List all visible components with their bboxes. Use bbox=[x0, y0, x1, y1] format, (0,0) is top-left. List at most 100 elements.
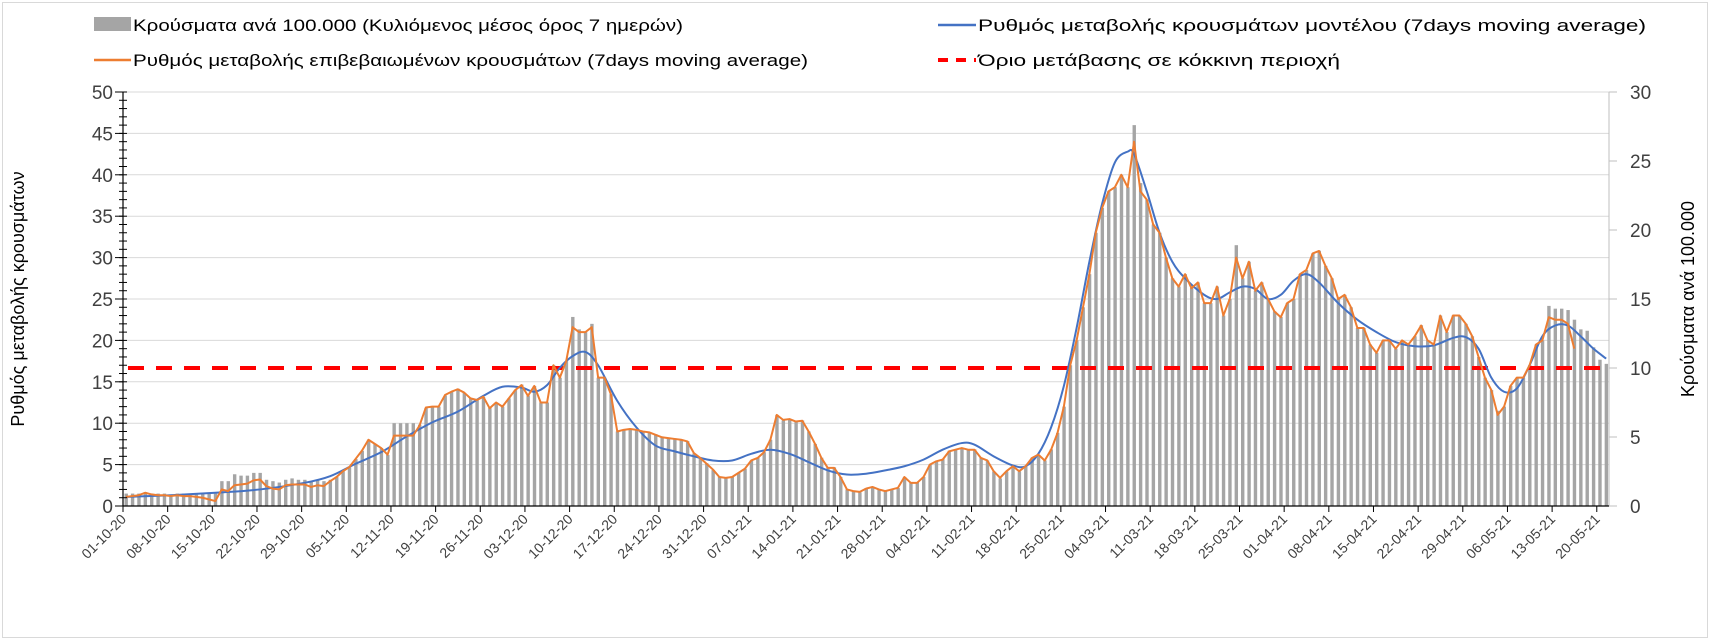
bar bbox=[1323, 265, 1328, 506]
bar bbox=[137, 493, 141, 506]
bar bbox=[1126, 187, 1130, 506]
bar bbox=[1528, 365, 1532, 506]
y-right-tick-label: 25 bbox=[1630, 152, 1651, 173]
bar bbox=[909, 482, 913, 506]
x-tick-label: 11-02-21 bbox=[927, 511, 977, 561]
bar bbox=[660, 437, 664, 506]
bar bbox=[437, 406, 441, 506]
bar bbox=[449, 391, 454, 506]
bar bbox=[1228, 299, 1232, 506]
x-tick-label: 25-03-21 bbox=[1195, 511, 1246, 562]
bar bbox=[1419, 325, 1424, 506]
bar bbox=[698, 457, 703, 506]
x-tick-label: 19-11-20 bbox=[392, 511, 442, 561]
bar bbox=[366, 439, 371, 506]
x-tick-label: 29-04-21 bbox=[1418, 511, 1469, 562]
bar bbox=[992, 471, 996, 506]
bar bbox=[1477, 356, 1481, 506]
x-tick-label: 12-11-20 bbox=[347, 511, 397, 561]
bar bbox=[1177, 286, 1181, 506]
bar bbox=[143, 492, 148, 506]
x-tick-label: 28-01-21 bbox=[837, 511, 888, 562]
bar bbox=[1470, 336, 1475, 506]
bar bbox=[864, 488, 868, 506]
bar bbox=[1279, 316, 1283, 506]
bar bbox=[819, 457, 824, 506]
bar bbox=[500, 406, 505, 506]
legend-bar-swatch bbox=[94, 17, 131, 31]
bar bbox=[1502, 406, 1506, 506]
bar bbox=[277, 482, 282, 506]
bar bbox=[526, 395, 530, 506]
bar bbox=[934, 461, 939, 506]
x-tick-label: 06-05-21 bbox=[1463, 511, 1514, 562]
bar bbox=[1004, 471, 1009, 506]
bar bbox=[373, 443, 377, 506]
bar bbox=[1024, 465, 1028, 506]
bar bbox=[1292, 299, 1296, 506]
bar bbox=[1406, 344, 1411, 506]
bar bbox=[1036, 454, 1041, 506]
bar bbox=[1311, 253, 1315, 506]
bar bbox=[296, 479, 301, 506]
y-left-tick-label: 15 bbox=[92, 373, 113, 394]
bar bbox=[922, 477, 926, 506]
bar bbox=[1496, 410, 1500, 506]
bar bbox=[1400, 340, 1404, 506]
bar bbox=[654, 434, 658, 506]
bar bbox=[953, 449, 958, 506]
bar bbox=[1451, 315, 1455, 506]
y-right-tick-label: 5 bbox=[1630, 428, 1641, 449]
y-right-tick-label: 10 bbox=[1630, 359, 1651, 380]
bar bbox=[705, 463, 709, 506]
bar bbox=[998, 478, 1002, 506]
bar bbox=[743, 468, 747, 506]
bar bbox=[271, 481, 275, 506]
bar bbox=[845, 489, 849, 506]
bar bbox=[839, 477, 843, 506]
bar bbox=[1221, 315, 1226, 506]
x-tick-label: 15-04-21 bbox=[1329, 511, 1380, 562]
bar bbox=[284, 479, 288, 506]
bar bbox=[571, 316, 575, 506]
bar bbox=[679, 439, 683, 506]
bar bbox=[775, 414, 779, 506]
bar bbox=[1062, 406, 1066, 506]
bar bbox=[985, 460, 990, 506]
bar bbox=[456, 388, 460, 506]
bar bbox=[596, 377, 601, 506]
bar bbox=[1049, 449, 1053, 506]
bar bbox=[1247, 261, 1251, 506]
x-tick-label: 18-02-21 bbox=[971, 511, 1022, 562]
bar bbox=[1119, 174, 1124, 507]
bar bbox=[1151, 224, 1156, 507]
bar bbox=[973, 449, 977, 506]
bar bbox=[756, 457, 760, 506]
bar bbox=[1483, 377, 1487, 506]
bar bbox=[1521, 377, 1526, 506]
legend-label-threshold: Όριο μετάβασης σε κόκκινη περιοχή bbox=[977, 51, 1340, 70]
bar bbox=[513, 390, 518, 506]
y-right-tick-label: 30 bbox=[1630, 83, 1651, 104]
bar bbox=[264, 479, 269, 506]
bar bbox=[1579, 329, 1583, 506]
bar bbox=[1164, 257, 1168, 506]
bar bbox=[762, 452, 766, 506]
bar bbox=[443, 395, 447, 506]
bar bbox=[1087, 274, 1092, 506]
bar bbox=[430, 406, 435, 506]
bar bbox=[1081, 307, 1085, 506]
bar bbox=[1413, 336, 1417, 506]
bar bbox=[1336, 299, 1341, 506]
bar bbox=[124, 493, 128, 506]
bar bbox=[685, 441, 690, 506]
bar bbox=[794, 421, 798, 506]
bar bbox=[870, 486, 875, 506]
bar bbox=[1253, 290, 1258, 506]
x-tick-label: 18-03-21 bbox=[1150, 511, 1201, 562]
bar bbox=[488, 408, 492, 506]
bar bbox=[1515, 377, 1519, 506]
bar bbox=[609, 394, 613, 506]
x-tick-label: 17-12-20 bbox=[569, 511, 620, 562]
bar bbox=[615, 431, 620, 506]
